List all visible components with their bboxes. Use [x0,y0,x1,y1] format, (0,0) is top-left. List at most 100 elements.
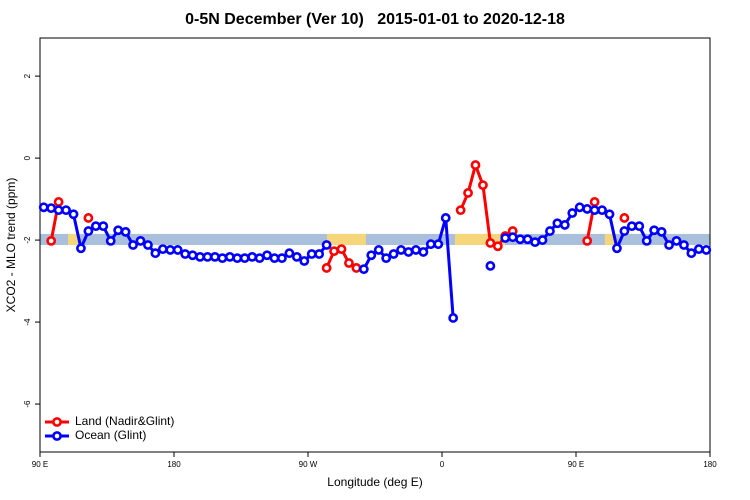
x-tick-label: 90 E [32,460,48,469]
data-point [262,250,272,261]
data-point [619,213,630,223]
data-point [291,251,302,262]
band-segment [454,233,505,245]
data-point [187,250,198,261]
y-tick-label: -4 [23,318,32,326]
y-tick-label: 2 [23,73,32,78]
band-segment [326,233,366,245]
data-point [515,234,526,245]
data-point [664,240,674,250]
data-point [470,160,481,170]
data-point [284,248,295,259]
x-tick-label: 90 E [568,460,584,469]
data-point [336,244,347,254]
data-point [455,205,466,216]
data-point [448,313,459,323]
legend: Land (Nadir&Glint)Ocean (Glint) [45,414,174,442]
data-point [552,218,563,229]
y-tick-label: 0 [23,155,32,160]
data-point [46,236,57,246]
x-tick-label: 90 W [299,460,318,469]
data-point [604,209,615,220]
x-axis-label: Longitude (deg E) [327,475,422,489]
legend-marker [52,431,62,441]
x-tick-label: 180 [703,460,717,469]
data-point [485,238,496,248]
data-point [582,204,593,214]
data-point [381,253,392,264]
plot-frame [39,37,711,453]
data-point [172,245,183,255]
data-point [83,213,94,223]
data-point [321,240,332,250]
data-point [90,221,101,232]
data-point [321,263,332,273]
data-point [530,237,540,248]
data-point [239,253,250,264]
data-point [195,251,205,262]
data-point [478,180,488,191]
data-point [433,239,444,250]
data-point [619,226,630,236]
data-point [344,258,354,268]
data-point [626,221,637,232]
data-point [224,251,235,262]
legend-label: Ocean (Glint) [75,428,146,442]
data-point [61,205,71,216]
data-point [38,202,49,213]
data-point [98,221,109,232]
data-point [671,236,682,246]
band-segment [604,233,616,245]
data-point [440,213,451,223]
data-point [545,226,555,236]
data-point [403,247,414,257]
series-line [43,205,707,319]
data-point [649,225,660,236]
data-point [83,226,94,236]
data-point [589,205,600,216]
data-point [128,240,138,250]
data-point [143,240,153,250]
legend-marker [52,417,62,427]
data-point [329,246,339,257]
data-point [492,241,503,252]
y-tick-label: -2 [23,236,32,244]
data-point [46,203,57,214]
data-point [358,264,369,275]
data-point [113,225,124,236]
data-point [135,236,146,246]
data-point [254,253,265,264]
data-point [277,253,287,264]
data-point [306,249,317,259]
data-point [180,249,191,259]
data-point [210,251,220,262]
data-point [388,249,399,259]
data-point [418,247,429,257]
data-point [634,221,645,232]
data-point [693,244,704,254]
x-tick-label: 180 [167,460,181,469]
data-point [597,205,607,216]
data-point [582,236,593,246]
data-point [463,188,473,198]
data-point [574,202,585,213]
y-tick-label: -6 [23,400,32,408]
data-point [247,251,258,262]
data-point [68,209,79,220]
data-point [507,232,518,243]
data-point [396,245,406,255]
data-point [299,256,310,266]
data-point [559,220,570,230]
data-point [411,245,421,255]
data-point [522,234,533,245]
y-axis-label: XCO2 - MLO trend (ppm) [4,178,18,313]
data-point [150,248,161,259]
chart-title: 0-5N December (Ver 10) 2015-01-01 to 202… [185,11,565,28]
data-point [701,245,712,255]
data-point [314,249,325,259]
legend-label: Land (Nadir&Glint) [75,414,174,428]
data-point [53,205,64,216]
data-point [76,243,86,254]
